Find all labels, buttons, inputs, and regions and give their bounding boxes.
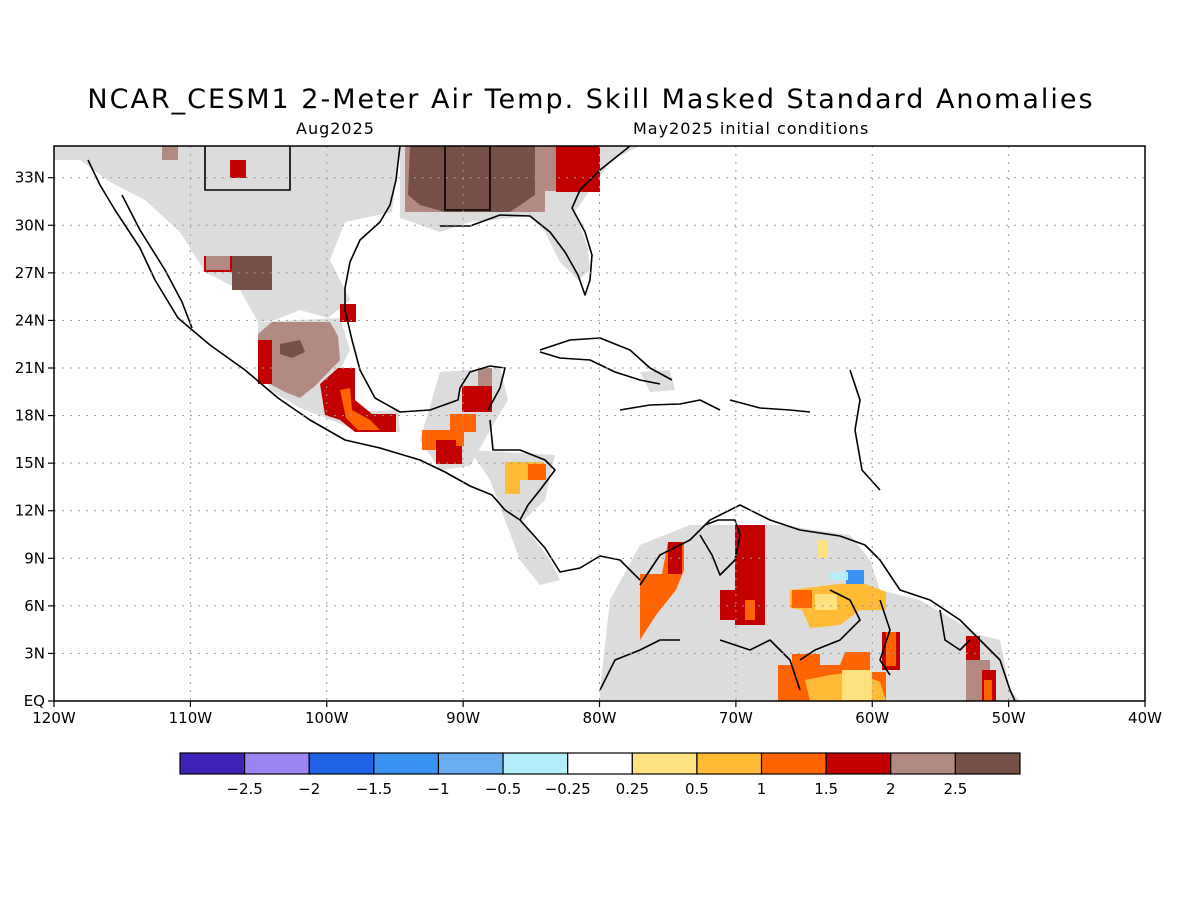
lon-tick-label: 50W (992, 709, 1026, 727)
colorbar-label: −2 (298, 780, 320, 798)
lon-tick-label: 40W (1128, 709, 1162, 727)
colorbar-swatch (373, 752, 440, 775)
lon-tick-label: 90W (446, 709, 480, 727)
colorbar-swatch (890, 752, 956, 775)
forecast-month: Aug2025 (296, 119, 375, 138)
colorbar-swatch (954, 752, 1021, 775)
colorbar-swatch (631, 752, 698, 775)
lat-tick-label: 30N (15, 216, 45, 234)
colorbar-label: 0.25 (616, 780, 649, 798)
lat-tick-label: 18N (15, 407, 45, 425)
colorbar-swatch (179, 752, 246, 775)
lat-tick-label: 27N (15, 264, 45, 282)
anomaly-patches (162, 146, 996, 701)
colorbar-swatch (825, 752, 892, 775)
colorbar-swatch (437, 752, 504, 775)
lon-tick-label: 100W (305, 709, 349, 727)
colorbar-swatch (502, 752, 569, 775)
map-field (54, 146, 1020, 701)
colorbar-swatch (244, 752, 310, 775)
lat-tick-label: 24N (15, 311, 45, 329)
lon-tick-label: 80W (583, 709, 617, 727)
lat-tick-label: 15N (15, 454, 45, 472)
lon-tick-label: 70W (719, 709, 753, 727)
colorbar-label: 2.5 (943, 780, 967, 798)
lat-tick-label: 6N (24, 597, 45, 615)
lat-tick-label: 21N (15, 359, 45, 377)
colorbar-label: 2 (886, 780, 896, 798)
masked-land-areas (54, 146, 1020, 701)
lon-tick-label: 120W (32, 709, 76, 727)
gridlines (54, 146, 1145, 701)
lat-tick-label: 9N (24, 549, 45, 567)
lat-tick-labels: EQ 3N 6N 9N 12N 15N 18N 21N 24N 27N 30N 33N (15, 169, 54, 710)
coastlines (87, 146, 1016, 701)
lon-tick-labels: 120W 110W 100W 90W 80W 70W 60W 50W 40W (32, 701, 1162, 727)
colorbar-swatch (567, 752, 633, 775)
lat-tick-label: 12N (15, 502, 45, 520)
colorbar-swatch (760, 752, 827, 775)
colorbar-label: −0.5 (485, 780, 521, 798)
colorbar (179, 752, 1021, 775)
lon-tick-label: 60W (855, 709, 889, 727)
colorbar-label: −0.25 (545, 780, 591, 798)
lat-tick-label: 3N (24, 644, 45, 662)
colorbar-label: 1.5 (814, 780, 838, 798)
lon-tick-label: 110W (169, 709, 213, 727)
colorbar-swatch (696, 752, 763, 775)
initial-conditions: May2025 initial conditions (633, 119, 870, 138)
map-title: NCAR_CESM1 2-Meter Air Temp. Skill Maske… (87, 84, 1095, 115)
lat-tick-label: EQ (24, 692, 45, 710)
lat-tick-label: 33N (15, 169, 45, 187)
colorbar-label: −1 (427, 780, 449, 798)
colorbar-label: 0.5 (685, 780, 709, 798)
colorbar-label: −2.5 (226, 780, 262, 798)
colorbar-swatch (308, 752, 375, 775)
colorbar-label: −1.5 (356, 780, 392, 798)
colorbar-labels: −2.5 −2 −1.5 −1 −0.5 −0.25 0.25 0.5 1 1.5 2 2.5 (226, 780, 967, 798)
colorbar-label: 1 (757, 780, 767, 798)
